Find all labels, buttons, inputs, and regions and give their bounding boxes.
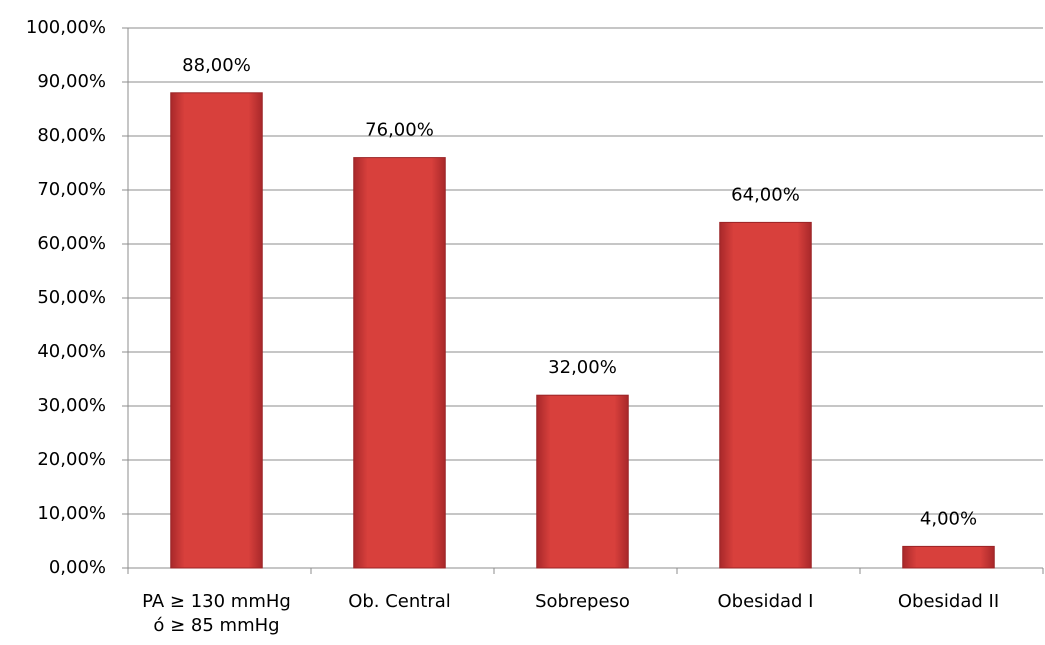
- data-label: 32,00%: [548, 357, 617, 378]
- x-tick-label: Obesidad II: [897, 591, 1000, 612]
- data-label: 76,00%: [365, 120, 434, 141]
- bar: [536, 394, 629, 569]
- data-label: 4,00%: [920, 508, 977, 529]
- y-tick-label: 10,00%: [37, 503, 106, 524]
- y-tick-label: 90,00%: [37, 71, 106, 92]
- y-tick-label: 0,00%: [49, 557, 106, 578]
- bar: [902, 545, 995, 569]
- data-label: 88,00%: [182, 55, 251, 76]
- bar: [353, 157, 446, 569]
- data-label: 64,00%: [731, 184, 800, 205]
- y-tick-label: 30,00%: [37, 395, 106, 416]
- x-tick-label: Ob. Central: [348, 591, 451, 612]
- y-tick-label: 80,00%: [37, 125, 106, 146]
- x-tick-label: Obesidad I: [717, 591, 814, 612]
- y-tick-label: 40,00%: [37, 341, 106, 362]
- y-tick-label: 70,00%: [37, 179, 106, 200]
- bar: [170, 92, 263, 569]
- y-tick-label: 100,00%: [26, 17, 106, 38]
- bar: [719, 221, 812, 569]
- x-tick-label: Sobrepeso: [535, 591, 630, 612]
- y-tick-label: 20,00%: [37, 449, 106, 470]
- x-tick-label: PA ≥ 130 mmHg ó ≥ 85 mmHg: [142, 591, 291, 636]
- y-tick-label: 60,00%: [37, 233, 106, 254]
- y-tick-label: 50,00%: [37, 287, 106, 308]
